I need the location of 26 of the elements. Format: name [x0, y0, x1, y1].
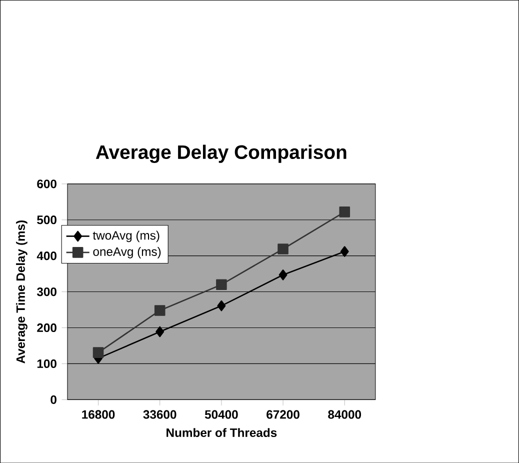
x-tick-label: 50400: [204, 410, 238, 419]
y-tick-label: 400: [36, 251, 56, 260]
x-axis-title: Number of Threads: [166, 428, 277, 437]
x-tick-label: 67200: [266, 410, 300, 419]
y-tick-label: 100: [37, 359, 56, 368]
y-axis-title: Average Time Delay (ms): [16, 220, 28, 364]
point: [216, 279, 227, 290]
x-tick-label: 33600: [143, 410, 176, 419]
legend-label: twoAvg (ms): [92, 230, 160, 242]
chart-title: Average Delay Comparison: [96, 144, 346, 163]
point: [340, 246, 349, 257]
point: [156, 326, 164, 337]
x-tick-label: 16800: [82, 410, 115, 419]
point: [339, 206, 350, 218]
point: [154, 304, 166, 316]
y-tick-label: 200: [37, 323, 56, 332]
y-tick-label: 600: [37, 179, 56, 188]
point: [217, 300, 226, 312]
point: [278, 269, 288, 280]
point: [278, 243, 288, 254]
y-tick-label: 300: [36, 287, 56, 296]
point: [92, 347, 104, 358]
y-tick-label: 0: [50, 395, 56, 404]
y-tick-label: 500: [37, 215, 56, 224]
x-tick-label: 84000: [328, 410, 362, 419]
legend-label: oneAvg (ms): [93, 246, 161, 258]
